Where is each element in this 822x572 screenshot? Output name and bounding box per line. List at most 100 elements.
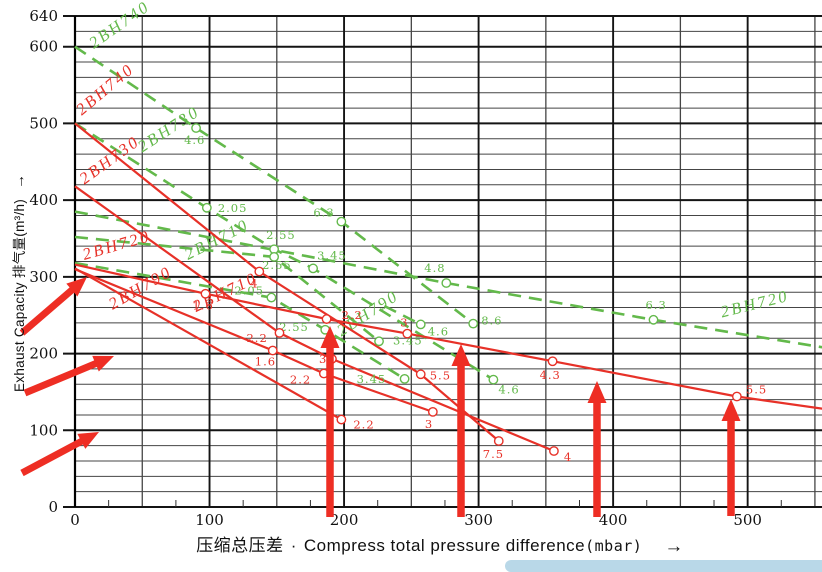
series-2BH7xx-green-end [383,304,422,326]
annotation-arrow-diagonal [19,277,87,336]
axis-tick-label: 600 [29,38,58,56]
annotation-arrow-up [451,344,471,517]
power-marker-label: 4 [564,450,572,464]
series-label-2BH720-green: 2BH720 [718,286,791,321]
series-2BH710-red [74,268,434,413]
power-marker [399,373,410,384]
x-axis-title-en: Compress total pressure difference [303,536,586,555]
power-marker-label: 3.45 [317,248,347,262]
power-marker-label: 3 [425,417,433,431]
power-marker-label: 1.6 [255,354,276,368]
axis-tick-label: 500 [29,114,58,132]
power-marker [415,369,426,380]
power-marker-label: 6.3 [313,206,334,220]
x-axis-title-separator: · [290,536,297,555]
x-axis-title: 压缩总压差 · Compress total pressure difference… [110,531,770,558]
y-axis-title-text: Exhaust Capacity 排气量(m³/h) [12,198,27,392]
power-marker-label: 8.6 [481,314,502,328]
power-marker-label: 2.55 [279,320,309,334]
power-marker [415,319,426,330]
power-marker [441,278,452,288]
annotation-arrow-up [320,326,340,517]
power-marker-label: 3.45 [393,333,423,347]
series-2BH790-red [74,267,342,421]
power-marker [731,391,742,402]
axis-tick-label: 100 [29,421,58,439]
series-markers: 4.6 6.3 8.6 2.05 2.55 3.45 4.6 4.8 6.3 2.05 2.55 3.… [184,123,767,464]
power-marker-label: 2.55 [262,258,292,272]
power-marker-label: 4.6 [428,324,449,338]
axis-tick-label: 200 [29,345,58,363]
power-marker [336,216,347,227]
power-marker-label: 2.05 [218,201,248,215]
annotation-arrow-diagonal [23,355,114,397]
power-marker [549,446,559,456]
power-marker-label: 7.5 [483,447,504,461]
footer-highlight-band [505,560,822,572]
power-marker-label: 1.6 [192,299,213,313]
power-marker [267,345,278,356]
power-marker-label: 4 [250,276,258,290]
power-marker [254,266,265,277]
power-marker [266,292,277,303]
power-marker [488,374,499,385]
power-marker-label: 4.8 [424,261,445,275]
axis-tick-labels: 0 100 200 300 400 500 600 640 0 100 200 300 400 500 [29,7,762,529]
axis-tick-label: 0 [70,511,80,529]
power-marker-label: 2.55 [266,228,296,242]
x-axis-title-cn: 压缩总压差 [196,536,284,555]
power-marker [308,263,319,274]
axis-tick-label: 200 [330,511,359,529]
y-axis-title: Exhaust Capacity 排气量(m³/h) → [8,174,28,392]
axis-tick-label: 100 [195,511,224,529]
power-marker [200,288,211,299]
series-2BH720-green [74,210,822,349]
power-marker-label: 4.6 [498,383,519,397]
power-marker-label: 6.3 [645,298,666,312]
power-marker-label: 2.2 [342,308,363,322]
power-marker [269,251,280,262]
power-marker [468,318,479,329]
series-2BH730-red [74,185,555,453]
axis-tick-label: 400 [29,191,58,209]
power-marker [547,356,558,367]
power-marker-label: 2.2 [353,418,374,432]
power-marker-label: 5.5 [430,368,451,382]
y-axis-arrow-icon: → [11,173,28,189]
power-marker [493,436,504,446]
power-marker-label: 2.2 [290,373,311,387]
power-marker-label: 3 [319,352,327,366]
power-marker [427,406,438,417]
power-marker-label: 4.3 [540,368,561,382]
series-label-2BH740-red: 2BH740 [72,59,138,119]
x-axis-unit: (mbar) [585,537,643,555]
series-2BH740-green [74,45,474,325]
axis-tick-label: 300 [464,511,493,529]
power-marker-label: 4.6 [184,133,205,147]
power-marker-label: 2.05 [234,284,264,298]
power-marker-label: 2.2 [246,331,267,345]
power-marker [402,328,413,339]
power-marker [336,414,347,425]
axis-tick-label: 400 [599,511,628,529]
power-marker-label: 5.5 [746,383,767,397]
power-marker-label: 3.45 [357,372,387,386]
series-label-2BH740-green: 2BH740 [85,0,153,52]
annotation-arrows [19,277,741,517]
power-marker [321,314,332,324]
axis-tick-label: 500 [733,511,762,529]
annotation-arrow-up [721,399,741,516]
series-lines: 2BH7402BH7302BH7202BH7102BH7902BH7402BH7… [72,0,822,453]
annotation-arrow-diagonal [20,432,99,477]
annotation-arrow-up [587,381,607,517]
x-axis-arrow-icon: → [664,536,684,557]
power-marker [201,202,212,213]
power-marker [374,336,384,347]
power-marker [274,327,285,338]
axis-tick-label: 0 [48,498,58,516]
axis-tick-label: 640 [29,7,58,25]
power-marker-label: 3 [400,316,408,330]
axis-tick-label: 300 [29,268,58,286]
